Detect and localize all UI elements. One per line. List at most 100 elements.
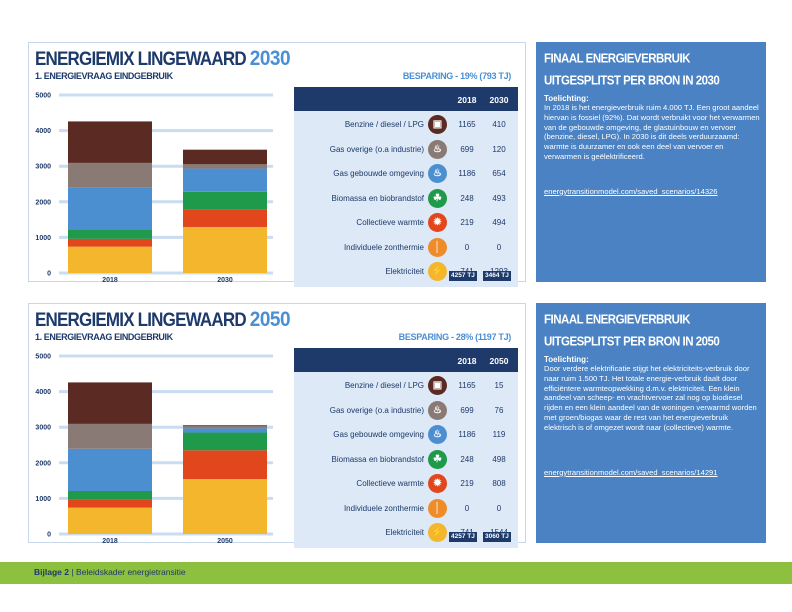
table-header: 2018 2030: [294, 87, 518, 111]
row-label: Elektriciteit: [385, 528, 424, 537]
panel-title: ENERGIEMIX LINGEWAARD 2050: [35, 308, 291, 332]
bar-segment: [183, 450, 267, 480]
row-value-target: 0: [496, 242, 502, 252]
row-value-2018: 1186: [458, 169, 476, 178]
table-row: Collectieve warmte ✹ 219 808: [294, 473, 518, 495]
bar-segment: [68, 423, 152, 449]
row-value-2018: 1165: [458, 381, 476, 390]
y-tick-label: 2000: [35, 460, 51, 467]
column-header-2050: 2050: [489, 356, 509, 366]
bar-segment: [68, 382, 152, 424]
row-value-2018: 219: [460, 479, 474, 488]
y-tick-label: 5000: [35, 93, 51, 100]
footer-label: Bijlage 2: [34, 567, 69, 577]
bar-segment: [68, 499, 152, 508]
y-tick-label: 3000: [35, 164, 51, 171]
row-label: Biomassa en biobrandstof: [331, 454, 425, 464]
leaf-icon: ☘: [428, 188, 447, 208]
table-row: Gas overige (o.a industrie) ♨ 699 120: [294, 139, 518, 161]
bar-segment: [183, 428, 267, 433]
bar-segment: [183, 425, 267, 429]
row-value-2018: 1165: [458, 120, 476, 129]
table-row: Collectieve warmte ✹ 219 494: [294, 212, 518, 234]
row-label: Biomassa en biobrandstof: [331, 193, 425, 203]
scenario-link[interactable]: energytransitionmodel.com/saved_scenario…: [544, 468, 718, 477]
scenario-link[interactable]: energytransitionmodel.com/saved_scenario…: [544, 187, 718, 196]
row-value-2018: 0: [464, 503, 470, 513]
x-tick-label: 2050: [217, 538, 233, 544]
side-text: Door verdere elektrificatie stijgt het e…: [544, 364, 757, 432]
bar-segment: [183, 209, 267, 227]
total-2030: 3464 TJ: [483, 271, 511, 281]
bar-segment: [68, 507, 152, 534]
x-tick-label: 2018: [102, 277, 118, 283]
side-label: Toelichting:: [544, 94, 589, 103]
table-row: Individuele zonthermie │ 0 0: [294, 237, 518, 259]
table-row: Individuele zonthermie │ 0 0: [294, 498, 518, 520]
bar-segment: [183, 226, 267, 273]
table-row: Biomassa en biobrandstof ☘ 248 498: [294, 449, 518, 471]
lightning-icon: ⚡: [428, 523, 447, 542]
row-value-target: 0: [496, 503, 502, 513]
row-value-target: 808: [492, 479, 506, 488]
car-icon: ▣: [428, 115, 447, 134]
row-label: Collectieve warmte: [356, 479, 424, 488]
side-text: In 2018 is het energieverbruik ruim 4.00…: [544, 103, 760, 161]
footer-separator: |: [71, 567, 74, 577]
table-row: Benzine / diesel / LPG ▣ 1165 15: [294, 375, 518, 397]
side-label: Toelichting:: [544, 355, 589, 364]
bar-segment: [183, 168, 267, 192]
row-value-2018: 1186: [458, 430, 476, 439]
car-icon: ▣: [428, 376, 447, 395]
row-value-2018: 248: [460, 193, 474, 203]
panel-subtitle: 1. ENERGIEVRAAG EINDGEBRUIK: [35, 71, 173, 81]
lightning-icon: ⚡: [428, 262, 447, 281]
energy-table: 2018 2030 Benzine / diesel / LPG ▣ 1165 410…: [294, 87, 518, 287]
footer-text: Bijlage 2 | Beleidskader energietransiti…: [34, 567, 186, 577]
y-tick-label: 1000: [35, 496, 51, 503]
table-body: Benzine / diesel / LPG ▣ 1165 15 Gas overige…: [294, 372, 518, 548]
row-label: Benzine / diesel / LPG: [344, 120, 424, 129]
row-label: Individuele zonthermie: [343, 503, 424, 513]
column-header-2018: 2018: [457, 356, 477, 366]
bar-segment: [183, 164, 267, 169]
y-tick-label: 0: [47, 532, 51, 539]
panel-2030: ENERGIEMIX LINGEWAARD 2030 1. ENERGIEVRA…: [28, 42, 526, 287]
flame-icon: ♨: [428, 139, 447, 159]
row-value-target: 76: [494, 405, 504, 415]
table-row: Biomassa en biobrandstof ☘ 248 493: [294, 188, 518, 210]
column-header-2030: 2030: [489, 95, 509, 105]
y-tick-label: 4000: [35, 128, 51, 135]
panel-2050: ENERGIEMIX LINGEWAARD 2050 1. ENERGIEVRA…: [28, 303, 526, 548]
table-row: Gas gebouwde omgeving ♨ 1186 119: [294, 424, 518, 446]
total-2018: 4257 TJ: [449, 532, 477, 542]
bar-segment: [68, 121, 152, 163]
thermometer-icon: │: [428, 498, 447, 518]
row-value-target: 498: [492, 454, 506, 464]
bar-segment: [68, 162, 152, 188]
side-panel-2030: FINAAL ENERGIEVERBRUIK UITGESPLITST PER …: [536, 42, 766, 282]
row-value-target: 119: [492, 430, 506, 439]
flame-icon: ♨: [428, 400, 447, 420]
row-value-target: 120: [492, 144, 506, 154]
row-label: Benzine / diesel / LPG: [344, 381, 424, 390]
bar-segment: [68, 238, 152, 247]
row-label: Individuele zonthermie: [343, 242, 424, 252]
row-value-target: 15: [494, 381, 504, 390]
row-label: Collectieve warmte: [356, 218, 424, 227]
panel-title: ENERGIEMIX LINGEWAARD 2030: [35, 47, 291, 71]
bar-segment: [183, 479, 267, 534]
table-row: Gas gebouwde omgeving ♨ 1186 654: [294, 163, 518, 185]
y-tick-label: 5000: [35, 354, 51, 361]
heat-network-icon: ✹: [428, 213, 447, 232]
y-tick-label: 0: [47, 271, 51, 278]
row-label: Elektriciteit: [385, 267, 424, 276]
side-title: FINAAL ENERGIEVERBRUIK UITGESPLITST PER …: [544, 52, 720, 88]
row-value-2018: 248: [460, 454, 474, 464]
saving-label: BESPARING - 28% (1197 TJ): [398, 332, 512, 342]
stacked-bar-chart: 0 1000 2000 3000 4000 5000 2018 2050: [35, 354, 273, 544]
stacked-bar-chart: 0 1000 2000 3000 4000 5000 2018 2030: [35, 93, 273, 283]
bar-segment: [183, 432, 267, 451]
column-header-2018: 2018: [457, 95, 477, 105]
row-value-2018: 699: [460, 405, 474, 415]
